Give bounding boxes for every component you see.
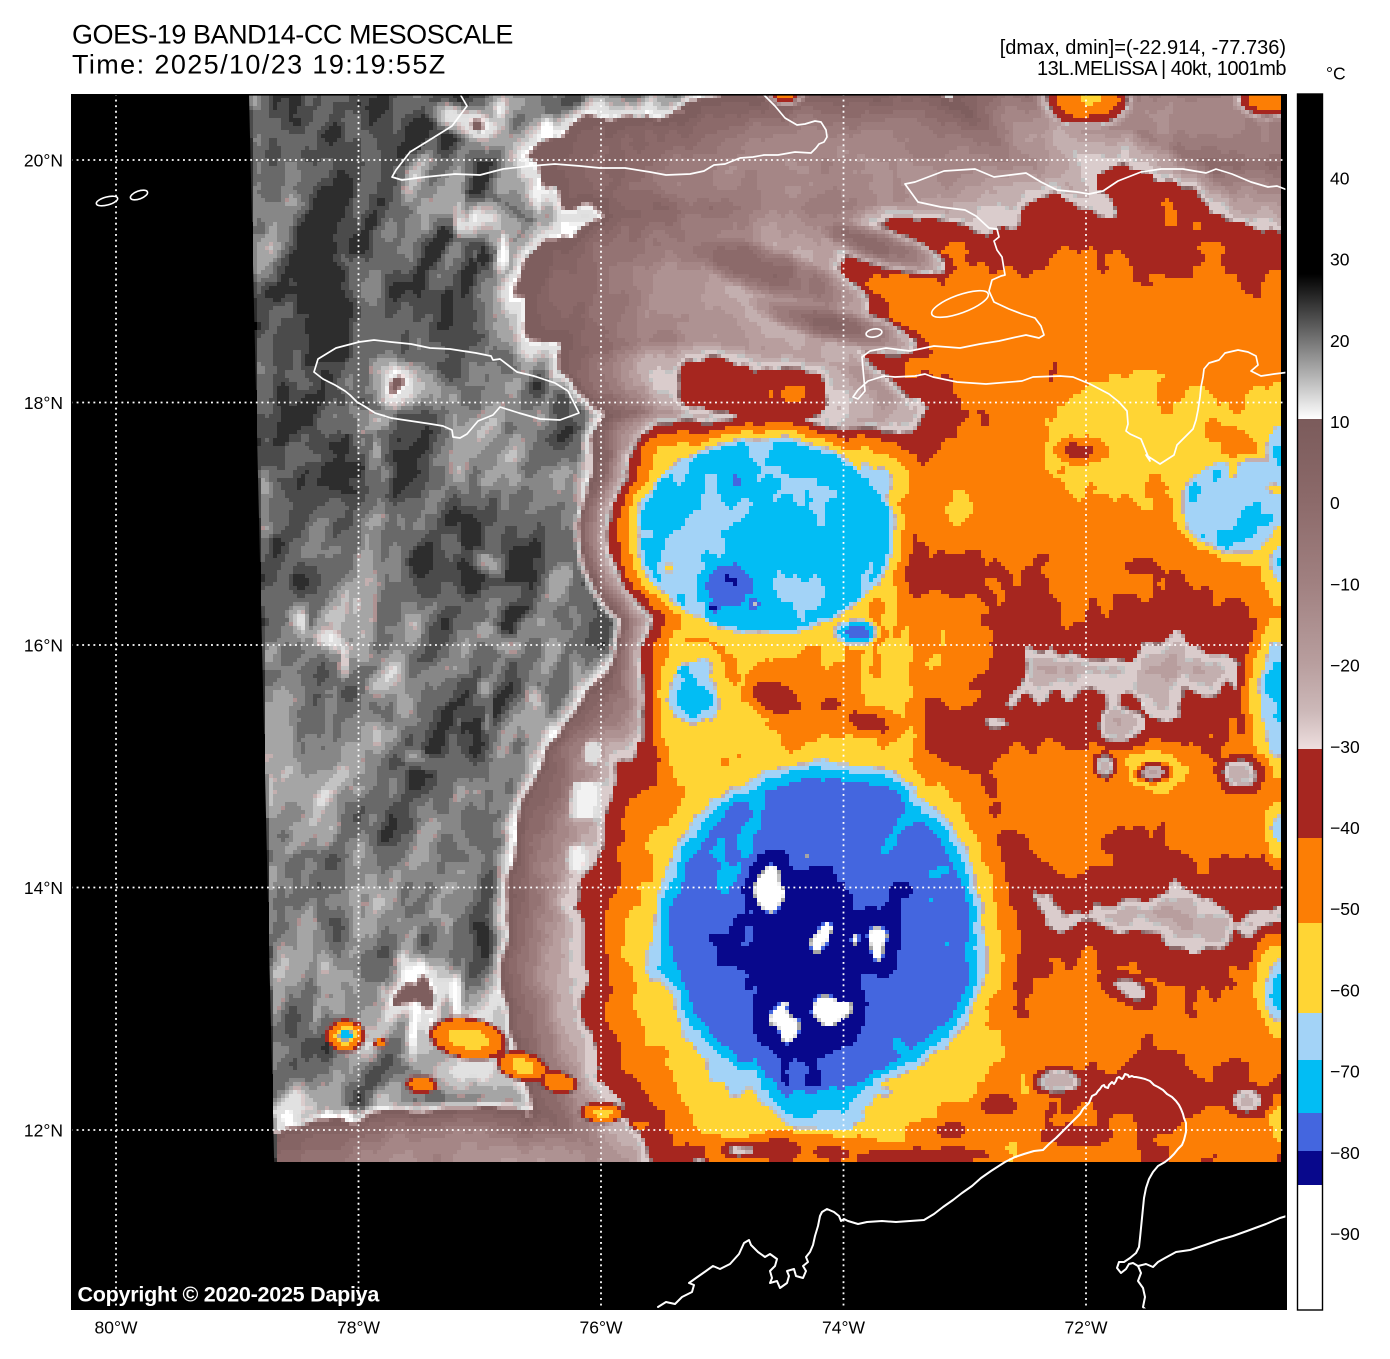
svg-text:18°N: 18°N bbox=[24, 393, 63, 413]
svg-text:80°W: 80°W bbox=[95, 1318, 138, 1338]
svg-text:76°W: 76°W bbox=[580, 1318, 623, 1338]
svg-text:−20: −20 bbox=[1330, 656, 1360, 676]
svg-text:−50: −50 bbox=[1330, 899, 1360, 919]
svg-text:0: 0 bbox=[1330, 493, 1340, 513]
svg-text:12°N: 12°N bbox=[24, 1120, 63, 1140]
svg-text:16°N: 16°N bbox=[24, 635, 63, 655]
svg-text:−30: −30 bbox=[1330, 737, 1360, 757]
svg-text:−60: −60 bbox=[1330, 980, 1360, 1000]
svg-text:[dmax, dmin]=(-22.914, -77.736: [dmax, dmin]=(-22.914, -77.736) bbox=[1000, 37, 1286, 59]
svg-text:−90: −90 bbox=[1330, 1224, 1360, 1244]
svg-text:Copyright © 2020-2025 Dapiya: Copyright © 2020-2025 Dapiya bbox=[78, 1283, 381, 1307]
svg-text:30: 30 bbox=[1330, 250, 1350, 270]
svg-text:−70: −70 bbox=[1330, 1062, 1360, 1082]
svg-text:−10: −10 bbox=[1330, 574, 1360, 594]
svg-text:78°W: 78°W bbox=[337, 1318, 380, 1338]
svg-text:−80: −80 bbox=[1330, 1143, 1360, 1163]
svg-text:20: 20 bbox=[1330, 331, 1350, 351]
svg-text:GOES-19 BAND14-CC MESOSCALE: GOES-19 BAND14-CC MESOSCALE bbox=[72, 20, 513, 50]
svg-text:Time: 2025/10/23 19:19:55Z: Time: 2025/10/23 19:19:55Z bbox=[72, 50, 447, 80]
svg-text:14°N: 14°N bbox=[24, 878, 63, 898]
svg-text:13L.MELISSA | 40kt, 1001mb: 13L.MELISSA | 40kt, 1001mb bbox=[1037, 58, 1286, 80]
svg-text:°C: °C bbox=[1326, 64, 1346, 84]
svg-text:40: 40 bbox=[1330, 168, 1350, 188]
svg-text:72°W: 72°W bbox=[1065, 1318, 1108, 1338]
svg-text:−40: −40 bbox=[1330, 818, 1360, 838]
svg-text:74°W: 74°W bbox=[822, 1318, 865, 1338]
svg-text:20°N: 20°N bbox=[24, 150, 63, 170]
svg-text:10: 10 bbox=[1330, 412, 1350, 432]
